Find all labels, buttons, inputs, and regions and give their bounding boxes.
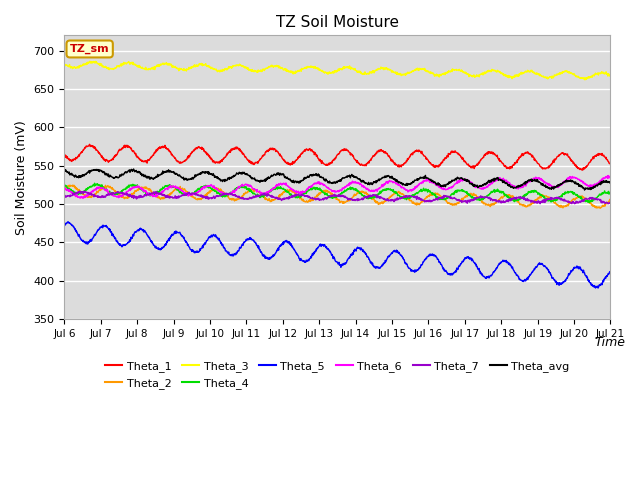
Theta_5 bbox=[372, 265, 380, 271]
Theta_7 bbox=[61, 194, 68, 200]
Theta_2 bbox=[65, 182, 73, 188]
Y-axis label: Soil Moisture (mV): Soil Moisture (mV) bbox=[15, 120, 28, 235]
Theta_6 bbox=[76, 195, 84, 201]
Theta_2 bbox=[103, 184, 111, 190]
Legend: Theta_1, Theta_2, Theta_3, Theta_4, Theta_5, Theta_6, Theta_7, Theta_avg: Theta_1, Theta_2, Theta_3, Theta_4, Thet… bbox=[101, 357, 574, 393]
Theta_4 bbox=[61, 182, 68, 188]
Theta_4 bbox=[292, 194, 300, 200]
Theta_avg bbox=[61, 167, 68, 172]
Theta_5 bbox=[314, 245, 321, 251]
Line: Theta_4: Theta_4 bbox=[65, 183, 611, 203]
Theta_6 bbox=[372, 187, 380, 193]
Theta_4 bbox=[314, 185, 321, 191]
Theta_3 bbox=[61, 61, 68, 67]
Theta_3 bbox=[372, 67, 380, 73]
Theta_3 bbox=[103, 65, 111, 71]
Theta_4 bbox=[103, 187, 111, 192]
Text: TZ_sm: TZ_sm bbox=[70, 44, 109, 54]
Theta_2 bbox=[304, 199, 312, 204]
Theta_3 bbox=[125, 60, 133, 65]
Theta_6 bbox=[125, 187, 133, 193]
Theta_avg bbox=[304, 173, 312, 179]
Theta_1 bbox=[292, 157, 300, 163]
Theta_4 bbox=[586, 200, 593, 205]
Line: Theta_2: Theta_2 bbox=[65, 185, 611, 208]
Theta_1 bbox=[103, 157, 111, 163]
Theta_avg bbox=[292, 180, 300, 185]
Theta_3 bbox=[86, 59, 93, 64]
Title: TZ Soil Moisture: TZ Soil Moisture bbox=[276, 15, 399, 30]
Theta_6 bbox=[304, 186, 312, 192]
X-axis label: Time: Time bbox=[595, 336, 626, 349]
Theta_2 bbox=[593, 205, 601, 211]
Theta_7 bbox=[314, 196, 321, 202]
Theta_1 bbox=[304, 147, 312, 153]
Line: Theta_1: Theta_1 bbox=[65, 144, 611, 170]
Theta_1 bbox=[125, 144, 133, 150]
Theta_5 bbox=[61, 222, 68, 228]
Theta_5 bbox=[125, 240, 133, 245]
Line: Theta_6: Theta_6 bbox=[65, 176, 611, 198]
Theta_5 bbox=[64, 219, 72, 225]
Theta_avg bbox=[607, 180, 614, 186]
Theta_4 bbox=[125, 184, 133, 190]
Line: Theta_7: Theta_7 bbox=[65, 191, 611, 204]
Theta_3 bbox=[304, 64, 312, 70]
Theta_6 bbox=[314, 180, 321, 186]
Theta_7 bbox=[607, 201, 614, 206]
Theta_7 bbox=[103, 192, 111, 198]
Theta_4 bbox=[607, 191, 614, 197]
Theta_7 bbox=[604, 201, 612, 207]
Theta_avg bbox=[580, 187, 588, 193]
Theta_4 bbox=[91, 180, 99, 186]
Theta_6 bbox=[607, 174, 614, 180]
Theta_6 bbox=[103, 187, 111, 192]
Theta_1 bbox=[314, 155, 321, 160]
Theta_1 bbox=[86, 142, 93, 147]
Theta_avg bbox=[103, 171, 111, 177]
Theta_2 bbox=[61, 186, 68, 192]
Theta_2 bbox=[314, 193, 321, 199]
Theta_avg bbox=[130, 166, 138, 172]
Theta_3 bbox=[292, 70, 300, 75]
Theta_7 bbox=[292, 192, 300, 198]
Theta_avg bbox=[125, 168, 132, 173]
Theta_3 bbox=[607, 71, 614, 77]
Theta_1 bbox=[61, 152, 68, 157]
Theta_4 bbox=[372, 194, 380, 200]
Line: Theta_5: Theta_5 bbox=[65, 222, 611, 288]
Line: Theta_3: Theta_3 bbox=[65, 61, 611, 80]
Theta_5 bbox=[594, 285, 602, 291]
Theta_5 bbox=[607, 270, 614, 276]
Theta_1 bbox=[607, 161, 614, 167]
Theta_avg bbox=[372, 180, 380, 185]
Theta_2 bbox=[372, 198, 380, 204]
Theta_3 bbox=[314, 66, 321, 72]
Theta_6 bbox=[61, 184, 68, 190]
Theta_2 bbox=[125, 194, 133, 200]
Theta_avg bbox=[314, 172, 321, 178]
Theta_1 bbox=[579, 167, 587, 173]
Theta_7 bbox=[125, 192, 133, 198]
Theta_1 bbox=[372, 151, 380, 156]
Theta_2 bbox=[607, 197, 614, 203]
Theta_6 bbox=[292, 188, 300, 194]
Theta_2 bbox=[292, 192, 300, 197]
Theta_4 bbox=[304, 189, 312, 194]
Theta_3 bbox=[581, 77, 589, 83]
Line: Theta_avg: Theta_avg bbox=[65, 169, 611, 190]
Theta_7 bbox=[76, 188, 84, 194]
Theta_7 bbox=[304, 193, 312, 199]
Theta_5 bbox=[304, 258, 312, 264]
Theta_7 bbox=[372, 192, 380, 198]
Theta_5 bbox=[292, 251, 300, 257]
Theta_6 bbox=[604, 173, 612, 179]
Theta_5 bbox=[103, 224, 111, 229]
